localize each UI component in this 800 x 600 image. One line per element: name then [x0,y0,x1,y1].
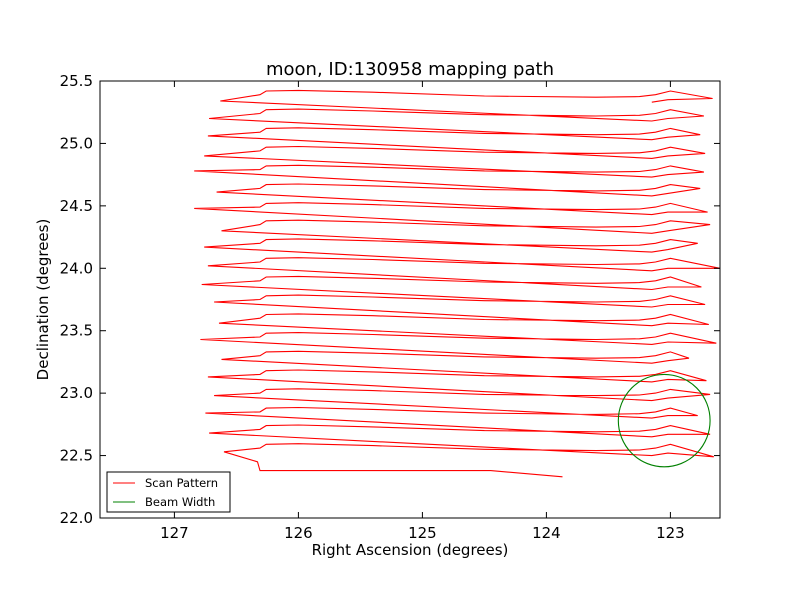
y-tick-label: 24.0 [60,259,93,277]
x-tick-label: 125 [408,524,437,542]
legend-label-scan-pattern: Scan Pattern [145,476,218,490]
x-tick-label: 127 [160,524,189,542]
y-axis-label: Declination (degrees) [34,219,52,381]
y-tick-label: 24.5 [60,197,93,215]
y-tick-label: 25.5 [60,72,93,90]
x-tick-label: 124 [532,524,561,542]
y-tick-label: 22.0 [60,509,93,527]
legend-label-beam-width: Beam Width [145,495,215,509]
y-tick-label: 23.5 [60,322,93,340]
y-axis: 22.0 22.5 23.0 23.5 24.0 24.5 25.0 25.5 [60,72,720,527]
x-tick-label: 123 [656,524,685,542]
legend-box [106,471,231,513]
plot-frame [99,80,721,519]
x-axis-label: Right Ascension (degrees) [312,541,509,559]
y-tick-label: 22.5 [60,447,93,465]
legend: Scan Pattern Beam Width [106,471,231,513]
x-tick-label: 126 [284,524,313,542]
chart-title: moon, ID:130958 mapping path [266,59,554,80]
scan-pattern-line [194,89,720,478]
x-axis: 127 126 125 124 123 [160,81,685,542]
plot-series [194,89,720,478]
y-tick-label: 23.0 [60,384,93,402]
y-tick-label: 25.0 [60,134,93,152]
beam-width-circle [617,373,711,468]
